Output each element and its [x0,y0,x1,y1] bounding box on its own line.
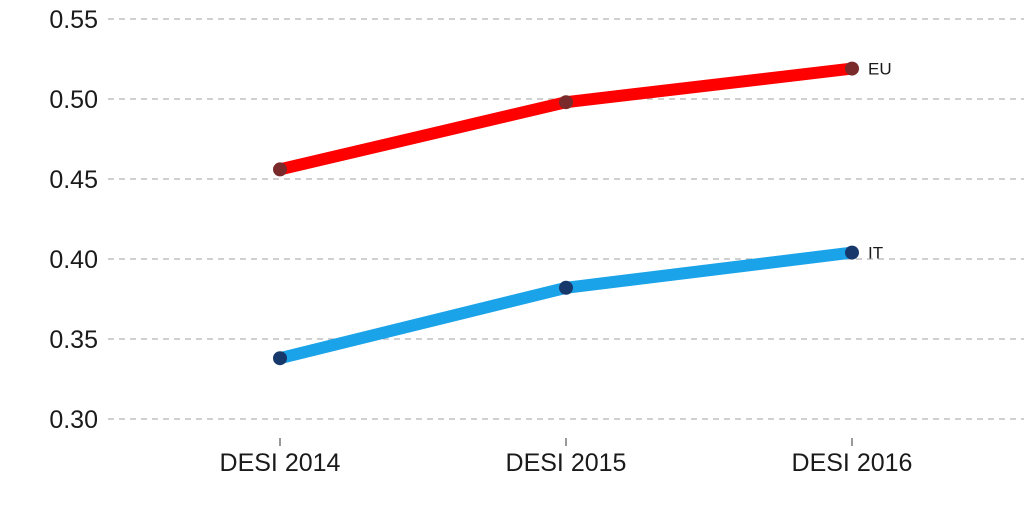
grid-lines [108,18,1024,420]
data-point [845,61,859,76]
data-point [273,351,287,366]
series-line [278,62,853,176]
y-tick-label: 0.30 [49,406,98,434]
x-axis: DESI 2014 DESI 2015 DESI 2016 [220,438,913,477]
x-tick-label: DESI 2015 [506,449,627,477]
y-axis: 0.30 0.35 0.40 0.45 0.50 0.55 [49,6,98,434]
series-eu: EU [273,60,892,177]
data-point [559,95,573,110]
x-tick-label: DESI 2014 [220,449,341,477]
x-tick-label: DESI 2016 [792,449,913,477]
series-label: IT [868,244,883,263]
y-tick-label: 0.40 [49,246,98,274]
data-point [273,162,287,177]
y-tick-label: 0.50 [49,86,98,114]
series-it: IT [273,244,883,366]
y-tick-label: 0.55 [49,6,98,34]
y-tick-label: 0.45 [49,166,98,194]
data-point [559,280,573,295]
series-line [278,246,853,365]
y-tick-label: 0.35 [49,326,98,354]
series-label: EU [868,60,892,79]
data-point [845,245,859,260]
series-group: EU IT [273,60,892,366]
